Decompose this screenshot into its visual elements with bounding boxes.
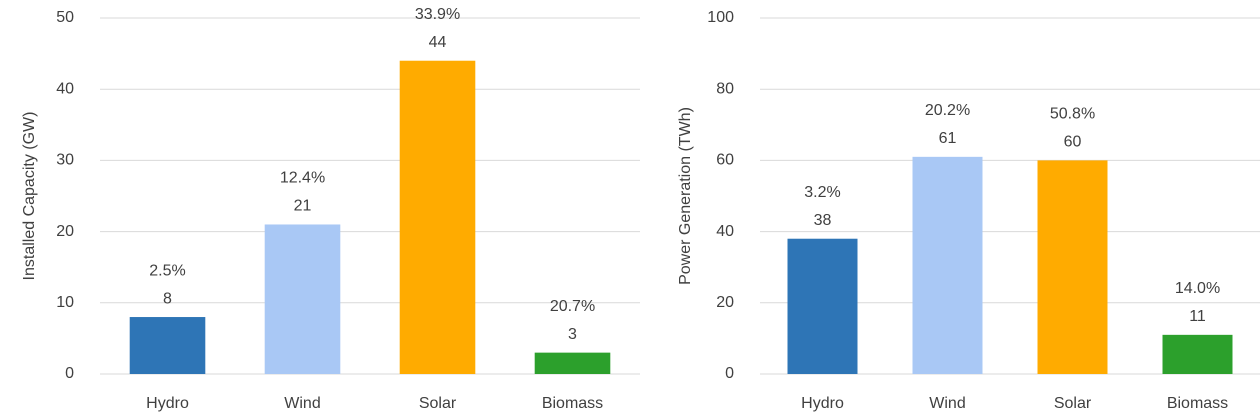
x-tick-label: Wind [929, 395, 965, 412]
value-label: 3 [568, 326, 577, 343]
bar [1162, 334, 1233, 374]
share-label: 3.2% [804, 184, 840, 201]
value-label: 21 [294, 198, 312, 215]
x-tick-label: Biomass [542, 395, 603, 412]
y-tick-label: 0 [725, 365, 734, 382]
x-tick-label: Biomass [1167, 395, 1228, 412]
y-tick-label: 40 [56, 80, 74, 97]
value-label: 44 [429, 34, 447, 51]
bar [129, 317, 206, 374]
x-tick-label: Hydro [801, 395, 844, 412]
y-tick-label: 100 [707, 9, 734, 26]
bar [787, 238, 858, 374]
share-label: 2.5% [149, 262, 185, 279]
bar [399, 60, 476, 374]
y-tick-label: 30 [56, 152, 74, 169]
y-tick-label: 80 [716, 80, 734, 97]
bar [912, 156, 983, 374]
share-label: 14.0% [1175, 280, 1220, 297]
value-label: 61 [939, 130, 957, 147]
y-tick-label: 50 [56, 9, 74, 26]
y-tick-label: 40 [716, 223, 734, 240]
value-label: 60 [1064, 134, 1082, 151]
y-tick-label: 60 [716, 152, 734, 169]
y-tick-label: 20 [56, 223, 74, 240]
bar [534, 352, 611, 374]
x-tick-label: Wind [284, 395, 320, 412]
share-label: 12.4% [280, 170, 325, 187]
value-label: 11 [1189, 308, 1206, 325]
y-tick-label: 20 [716, 294, 734, 311]
share-label: 33.9% [415, 6, 460, 23]
bar [264, 224, 341, 374]
x-tick-label: Solar [419, 395, 457, 412]
x-tick-label: Solar [1054, 395, 1092, 412]
share-label: 20.2% [925, 102, 970, 119]
value-label: 38 [814, 212, 832, 229]
y-tick-label: 10 [56, 294, 74, 311]
y-tick-label: 0 [65, 365, 74, 382]
share-label: 50.8% [1050, 106, 1095, 123]
share-label: 20.7% [550, 298, 595, 315]
bar [1037, 160, 1108, 374]
x-tick-label: Hydro [146, 395, 189, 412]
value-label: 8 [163, 290, 172, 307]
y-axis-label: Power Generation (TWh) [677, 107, 694, 285]
y-axis-label: Installed Capacity (GW) [21, 112, 38, 281]
